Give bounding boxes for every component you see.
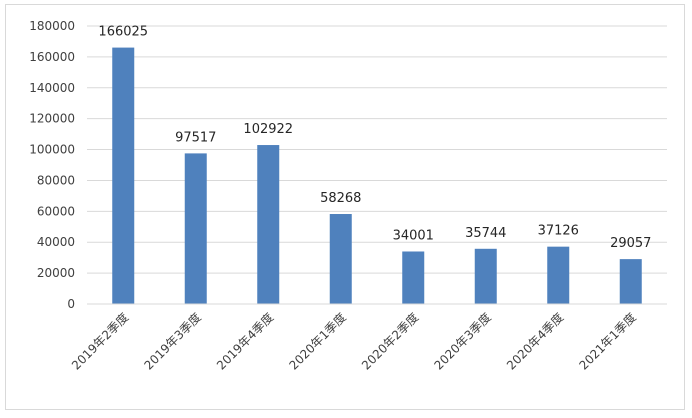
x-category-label: 2020年1季度 xyxy=(286,310,349,373)
y-tick-label: 100000 xyxy=(29,143,75,157)
x-category-label: 2020年4季度 xyxy=(503,310,566,373)
y-tick-label: 20000 xyxy=(37,266,75,280)
data-label: 35744 xyxy=(465,226,506,241)
bar xyxy=(184,153,207,304)
data-label: 166025 xyxy=(98,25,148,40)
bar xyxy=(112,47,135,304)
bar xyxy=(402,251,425,304)
x-axis-category-labels: 2019年2季度 2019年3季度 2019年4季度 2020年1季度 2020年2季度… xyxy=(68,310,639,373)
data-label: 34001 xyxy=(393,228,434,243)
x-category-label: 2020年3季度 xyxy=(431,310,494,373)
bar xyxy=(257,145,280,304)
y-tick-label: 80000 xyxy=(37,173,75,187)
y-tick-label: 0 xyxy=(67,297,75,311)
bars xyxy=(112,47,642,304)
y-tick-label: 60000 xyxy=(37,204,75,218)
data-label: 37126 xyxy=(538,224,579,239)
x-category-label: 2019年3季度 xyxy=(141,310,204,373)
x-category-label: 2020年2季度 xyxy=(358,310,421,373)
y-tick-label: 180000 xyxy=(29,19,75,33)
data-label: 97517 xyxy=(175,130,216,145)
bar xyxy=(619,259,642,304)
data-labels: 166025 97517 102922 58268 34001 35744 37126 290… xyxy=(98,25,651,252)
x-category-label: 2019年4季度 xyxy=(213,310,276,373)
y-tick-label: 120000 xyxy=(29,112,75,126)
y-tick-label: 140000 xyxy=(29,81,75,95)
data-label: 58268 xyxy=(320,191,361,206)
y-tick-label: 40000 xyxy=(37,235,75,249)
x-category-label: 2019年2季度 xyxy=(68,310,131,373)
x-category-label: 2021年1季度 xyxy=(576,310,639,373)
bar xyxy=(329,214,352,304)
y-tick-label: 160000 xyxy=(29,50,75,64)
data-label: 102922 xyxy=(243,122,293,137)
gridlines xyxy=(87,25,667,274)
bar xyxy=(547,246,570,304)
y-axis-tick-labels: 0 20000 40000 60000 80000 100000 120000 140000 1… xyxy=(29,19,75,311)
bar xyxy=(474,248,497,304)
data-label: 29057 xyxy=(610,236,651,251)
